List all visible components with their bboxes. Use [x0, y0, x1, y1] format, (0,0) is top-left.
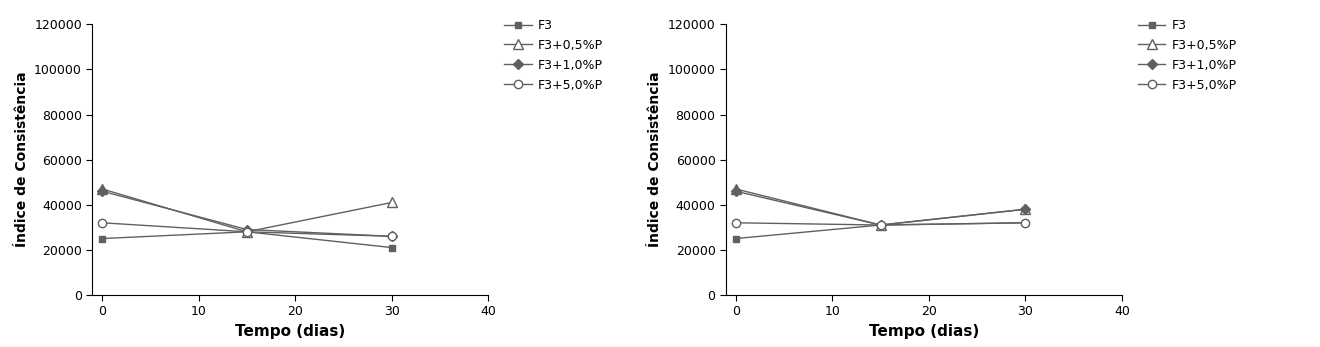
- F3+1,0%P: [94, 189, 110, 193]
- Y-axis label: Índice de Consistência: Índice de Consistência: [648, 72, 663, 247]
- F3+1,0%P: [1018, 207, 1034, 211]
- Y-axis label: Índice de Consistência: Índice de Consistência: [15, 72, 29, 247]
- F3: [727, 237, 743, 241]
- Line: F3: F3: [99, 228, 395, 251]
- F3+5,0%P: [727, 221, 743, 225]
- Line: F3+0,5%P: F3+0,5%P: [98, 184, 397, 237]
- Legend: F3, F3+0,5%P, F3+1,0%P, F3+5,0%P: F3, F3+0,5%P, F3+1,0%P, F3+5,0%P: [504, 19, 603, 92]
- X-axis label: Tempo (dias): Tempo (dias): [235, 324, 346, 339]
- Line: F3+0,5%P: F3+0,5%P: [731, 184, 1031, 230]
- Line: F3+5,0%P: F3+5,0%P: [731, 219, 1030, 229]
- F3+1,0%P: [873, 223, 888, 227]
- F3: [94, 237, 110, 241]
- Line: F3+5,0%P: F3+5,0%P: [98, 219, 396, 240]
- F3: [239, 230, 255, 234]
- Line: F3: F3: [733, 219, 1028, 242]
- F3+0,5%P: [727, 187, 743, 191]
- Line: F3+1,0%P: F3+1,0%P: [733, 188, 1028, 229]
- Legend: F3, F3+0,5%P, F3+1,0%P, F3+5,0%P: F3, F3+0,5%P, F3+1,0%P, F3+5,0%P: [1138, 19, 1237, 92]
- F3+5,0%P: [873, 223, 888, 227]
- F3+5,0%P: [1018, 221, 1034, 225]
- F3: [384, 246, 400, 250]
- F3+1,0%P: [727, 189, 743, 193]
- F3+0,5%P: [384, 200, 400, 204]
- F3+1,0%P: [384, 234, 400, 238]
- F3+5,0%P: [94, 221, 110, 225]
- F3+0,5%P: [94, 187, 110, 191]
- X-axis label: Tempo (dias): Tempo (dias): [869, 324, 979, 339]
- F3+0,5%P: [873, 223, 888, 227]
- F3+1,0%P: [239, 228, 255, 232]
- F3+5,0%P: [239, 230, 255, 234]
- F3: [1018, 221, 1034, 225]
- F3+0,5%P: [239, 230, 255, 234]
- F3: [873, 223, 888, 227]
- Line: F3+1,0%P: F3+1,0%P: [99, 188, 395, 240]
- F3+0,5%P: [1018, 207, 1034, 211]
- F3+5,0%P: [384, 234, 400, 238]
